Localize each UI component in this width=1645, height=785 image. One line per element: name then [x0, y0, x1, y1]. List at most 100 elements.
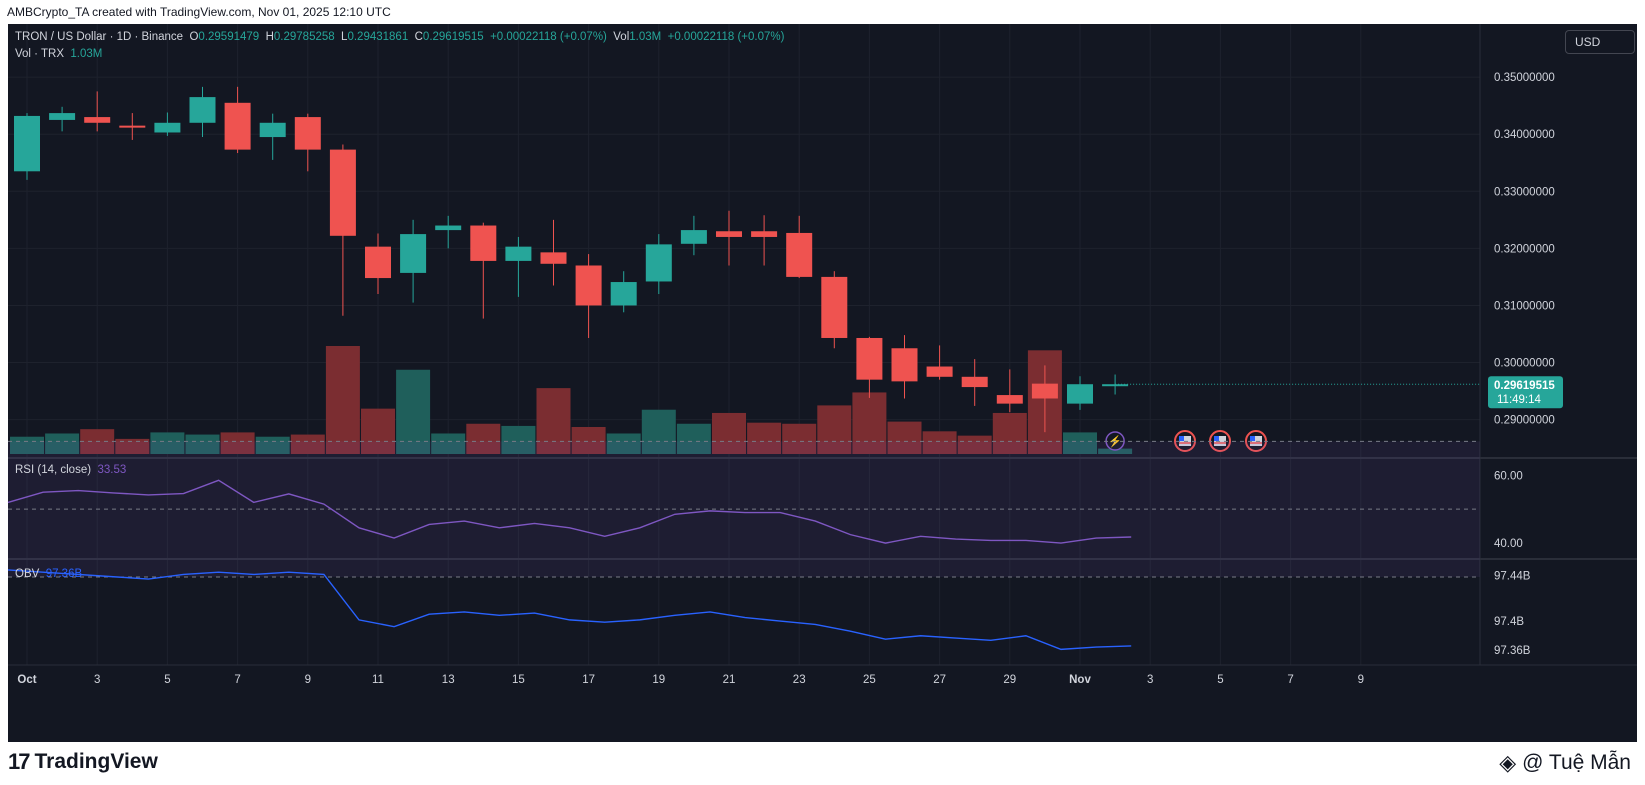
us-flag-icon-canton — [1179, 436, 1184, 441]
candle-body — [540, 252, 567, 264]
close-label: C — [414, 31, 423, 43]
volume-bar — [501, 425, 536, 454]
grid-lines — [8, 24, 1637, 665]
candle-body — [1031, 383, 1058, 399]
volume-bar — [571, 427, 606, 454]
time-tick-label: 17 — [582, 674, 595, 686]
time-tick-label: 19 — [652, 674, 665, 686]
rsi-tick-label: 60.00 — [1494, 470, 1523, 482]
candle-body — [365, 246, 391, 279]
volume-bar — [747, 422, 782, 454]
price-tick-label: 0.29000000 — [1494, 415, 1555, 427]
time-tick-label: 21 — [723, 674, 736, 686]
volume-bar — [852, 392, 887, 454]
time-tick-label: 9 — [305, 674, 311, 686]
volume-bar — [150, 432, 185, 454]
change-value: +0.00022118 (+0.07%) — [490, 31, 607, 43]
volume-legend: Vol · TRX 1.03M — [15, 48, 102, 60]
obv-pane — [7, 569, 1132, 651]
candle-body — [645, 244, 672, 282]
rsi-tick-label: 40.00 — [1494, 538, 1523, 550]
candle-body — [505, 246, 532, 261]
rsi-legend: RSI (14, close) 33.53 — [15, 464, 126, 476]
candle-body — [856, 337, 883, 380]
countdown-label: 11:49:14 — [1497, 394, 1542, 406]
time-axis: Oct 3 5 7 9 11 13 15 17 19 21 23 25 27 29 Nov 3 5 7 9 — [8, 664, 1637, 686]
volume-bar — [466, 423, 501, 454]
rsi-pane — [7, 440, 1480, 578]
obv-line — [7, 569, 1132, 651]
volume-bar — [676, 423, 711, 454]
volume-bar — [1098, 448, 1133, 454]
author-text: @ Tuệ Mẫn — [1522, 751, 1631, 774]
candle-body — [716, 231, 742, 237]
chart-canvas[interactable] — [8, 24, 1637, 742]
candle-body — [329, 149, 356, 236]
vol-label: Vol — [613, 31, 630, 43]
volume-bar — [325, 346, 360, 454]
price-tick-label: 0.32000000 — [1494, 243, 1555, 255]
obv-label[interactable]: OBV — [15, 568, 40, 580]
time-tick-label: 7 — [234, 674, 240, 686]
volume-bar — [396, 369, 431, 454]
candle-body — [294, 117, 321, 150]
candle-body — [435, 225, 462, 231]
candle-body — [996, 395, 1023, 404]
candle-body — [1102, 384, 1129, 387]
rsi-value: 33.53 — [97, 464, 127, 476]
time-tick-label: 3 — [1147, 674, 1153, 686]
close-value: 0.29619515 — [422, 31, 484, 43]
volume-bar — [712, 412, 746, 454]
candle-body — [926, 366, 953, 377]
obv-tick-label: 97.4B — [1494, 616, 1524, 628]
vol-value: 1.03M — [629, 31, 662, 43]
time-tick-label: 27 — [933, 674, 946, 686]
candle-body — [1067, 384, 1093, 404]
vol-line-value: 1.03M — [70, 48, 103, 60]
price-tick-label: 0.34000000 — [1494, 129, 1555, 141]
candle-body — [610, 282, 637, 306]
us-flag-icon-canton — [1214, 436, 1219, 441]
volume-bar — [887, 421, 922, 454]
time-tick-label: 3 — [94, 674, 100, 686]
price-tick-label: 0.35000000 — [1494, 72, 1555, 84]
symbol-label[interactable]: TRON / US Dollar · 1D · Binance — [15, 31, 184, 43]
candle-body — [961, 376, 988, 388]
tv-logo-icon: 17 — [8, 749, 31, 774]
last-price-label: 0.29619515 — [1494, 380, 1555, 392]
candle-body — [470, 225, 497, 261]
time-tick-label: Oct — [17, 674, 36, 686]
volume-bar — [817, 405, 852, 454]
volume-bar — [361, 408, 395, 454]
obv-tick-label: 97.44B — [1494, 571, 1531, 583]
candle-body — [119, 125, 146, 128]
ohlc-legend: TRON / US Dollar · 1D · Binance O0.29591… — [15, 31, 784, 43]
candle-body — [189, 97, 216, 123]
currency-button[interactable]: USD — [1565, 30, 1635, 54]
volume-bar — [185, 434, 220, 454]
price-tick-label: 0.31000000 — [1494, 300, 1555, 312]
binance-icon: ◈ — [1499, 750, 1517, 775]
obv-legend: OBV 97.36B — [15, 568, 82, 580]
candle-body — [400, 234, 427, 273]
candle-body — [786, 232, 813, 277]
tradingview-logo[interactable]: 17 TradingView — [8, 748, 158, 776]
volume-bars — [10, 346, 1133, 454]
tv-logo-text: TradingView — [34, 750, 158, 773]
vol-line-label[interactable]: Vol · TRX — [15, 48, 64, 60]
high-label: H — [265, 31, 274, 43]
candle-body — [575, 265, 602, 306]
last-price-badge — [1488, 376, 1563, 409]
time-tick-label: 9 — [1358, 674, 1364, 686]
us-flag-icon-canton — [1250, 436, 1255, 441]
rsi-label[interactable]: RSI (14, close) — [15, 464, 92, 476]
open-label: O — [189, 31, 199, 43]
author-credit: ◈ @ Tuệ Mẫn — [1499, 750, 1631, 776]
candle-body — [821, 276, 848, 338]
volume-bar — [431, 433, 466, 454]
change-value-2: +0.00022118 (+0.07%) — [667, 31, 785, 43]
time-tick-label: 7 — [1287, 674, 1293, 686]
time-tick-label: 23 — [793, 674, 806, 686]
